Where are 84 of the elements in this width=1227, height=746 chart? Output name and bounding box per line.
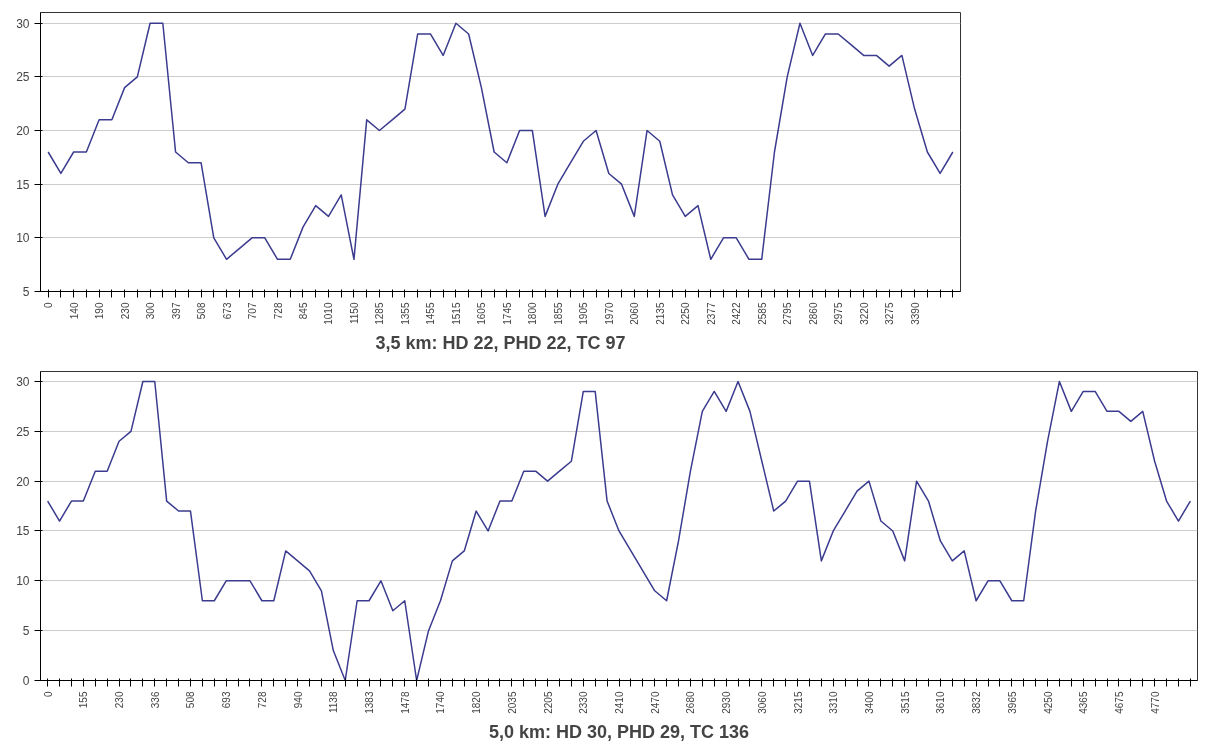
x-tick-label: 4675 [1113,691,1125,714]
x-tick-label: 1740 [435,691,447,714]
x-tick-label: 1285 [374,302,386,325]
y-tick-label: 5 [22,624,30,639]
y-tick-label: 20 [16,124,30,139]
x-tick-label: 1855 [552,302,564,325]
x-tick-label: 0 [43,302,55,309]
y-tick-label: 20 [16,474,30,489]
x-tick-label: 397 [170,302,182,320]
x-tick-label: 4250 [1042,691,1054,714]
x-tick-label: 1605 [476,302,488,325]
y-tick-label: 10 [16,574,30,589]
y-tick-label: 10 [16,231,30,246]
x-tick-label: 845 [297,302,309,320]
x-tick-label: 3060 [756,691,768,714]
y-tick-label: 30 [16,16,30,31]
x-tick-label: 2930 [721,691,733,714]
x-tick-label: 3390 [909,302,921,325]
x-tick-label: 2975 [833,302,845,325]
x-tick-label: 3965 [1006,691,1018,714]
y-tick-label: 5 [22,285,30,299]
x-tick-label: 300 [145,302,157,320]
x-tick-label: 2410 [614,691,625,714]
y-tick-label: 25 [16,70,30,85]
x-tick-label: 3610 [935,691,947,714]
x-tick-label: 230 [119,302,131,320]
x-tick-label: 3832 [971,691,983,714]
x-tick-label: 2470 [649,691,661,714]
x-tick-label: 155 [78,691,90,709]
line-series [46,380,1192,681]
x-tick-label: 190 [94,302,106,320]
x-tick-label: 2680 [685,691,697,714]
x-tick-label: 2205 [542,691,554,714]
line-series [47,22,954,261]
x-tick-label: 1970 [603,302,615,325]
x-tick-label: 1383 [364,691,376,714]
x-tick-label: 728 [256,691,268,709]
x-tick-label: 336 [149,691,161,709]
x-tick-label: 1515 [450,302,462,325]
x-tick-label: 728 [272,302,284,320]
x-tick-label: 1150 [348,302,360,324]
x-tick-label: 1355 [399,302,411,325]
x-tick-label: 2035 [506,691,518,714]
x-tick-label: 2860 [807,302,819,325]
x-axis-title: 5,0 km: HD 30, PHD 29, TC 136 [488,721,750,742]
x-tick-label: 1478 [399,691,411,714]
x-tick-label: 0 [42,691,54,698]
x-tick-label: 1820 [471,691,483,714]
x-axis-title: 3,5 km: HD 22, PHD 22, TC 97 [375,332,626,353]
x-tick-label: 2377 [705,302,717,325]
y-tick-label: 0 [22,674,30,688]
x-tick-label: 1905 [578,302,590,325]
x-tick-label: 2422 [731,302,743,325]
x-tick-label: 508 [185,691,197,709]
x-tick-label: 1745 [501,302,513,325]
x-tick-label: 3220 [858,302,870,325]
x-tick-label: 1138 [328,691,340,713]
x-tick-label: 940 [292,691,304,709]
y-tick-label: 15 [16,524,30,539]
x-tick-label: 3400 [863,691,875,714]
x-tick-label: 140 [68,302,80,320]
x-tick-label: 707 [247,302,259,320]
y-tick-label: 30 [16,374,30,389]
x-tick-label: 508 [196,302,208,320]
x-tick-label: 673 [221,302,233,320]
x-tick-label: 3275 [884,302,896,325]
x-tick-label: 2135 [654,302,666,325]
x-tick-label: 2250 [680,302,692,325]
x-tick-label: 2060 [629,302,641,325]
x-tick-label: 3515 [899,691,911,714]
x-tick-label: 4365 [1078,691,1090,714]
y-tick-label: 15 [16,177,30,192]
y-tick-label: 25 [16,424,30,439]
x-tick-label: 2795 [782,302,794,325]
x-tick-label: 230 [114,691,126,709]
x-tick-label: 1800 [527,302,539,325]
x-tick-label: 1455 [425,302,437,325]
x-tick-label: 3215 [792,691,804,714]
x-tick-label: 3310 [828,691,840,714]
x-tick-label: 2330 [578,691,590,714]
x-tick-label: 4770 [1149,691,1161,714]
x-tick-label: 693 [221,691,233,709]
x-tick-label: 1010 [323,302,335,325]
x-tick-label: 2585 [756,302,768,325]
